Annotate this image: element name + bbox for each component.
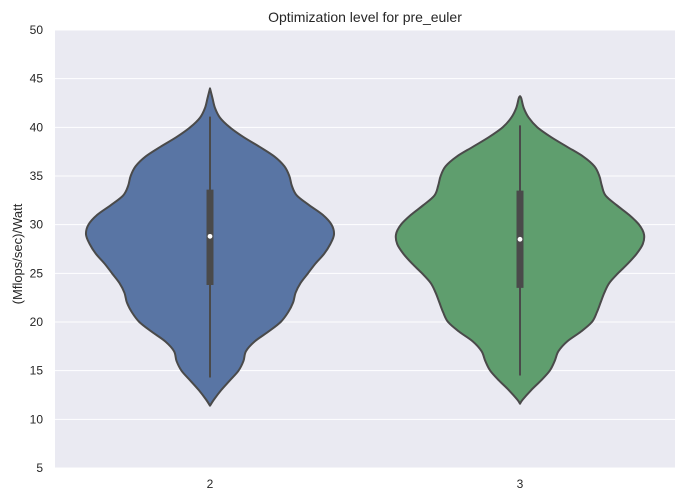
violin-median-2 <box>207 233 213 239</box>
y-tick-label: 35 <box>30 169 44 183</box>
y-tick-label: 20 <box>30 315 44 329</box>
y-tick-label: 10 <box>30 412 44 426</box>
chart-title: Optimization level for pre_euler <box>268 9 462 25</box>
x-tick-label: 2 <box>207 477 214 491</box>
x-tick-label: 3 <box>517 477 524 491</box>
violins <box>84 87 646 407</box>
y-tick-label: 15 <box>30 364 44 378</box>
y-tick-label: 30 <box>30 218 44 232</box>
y-tick-label: 40 <box>30 120 44 134</box>
y-tick-label: 25 <box>30 266 44 280</box>
y-tick-label: 50 <box>30 23 44 37</box>
y-axis-ticks: 5 10 15 20 25 30 35 40 45 50 <box>30 23 44 475</box>
y-tick-label: 5 <box>36 461 43 475</box>
violin-median-3 <box>517 236 523 242</box>
y-axis-label: (Mflops/sec)/Watt <box>10 203 25 304</box>
y-tick-label: 45 <box>30 72 44 86</box>
